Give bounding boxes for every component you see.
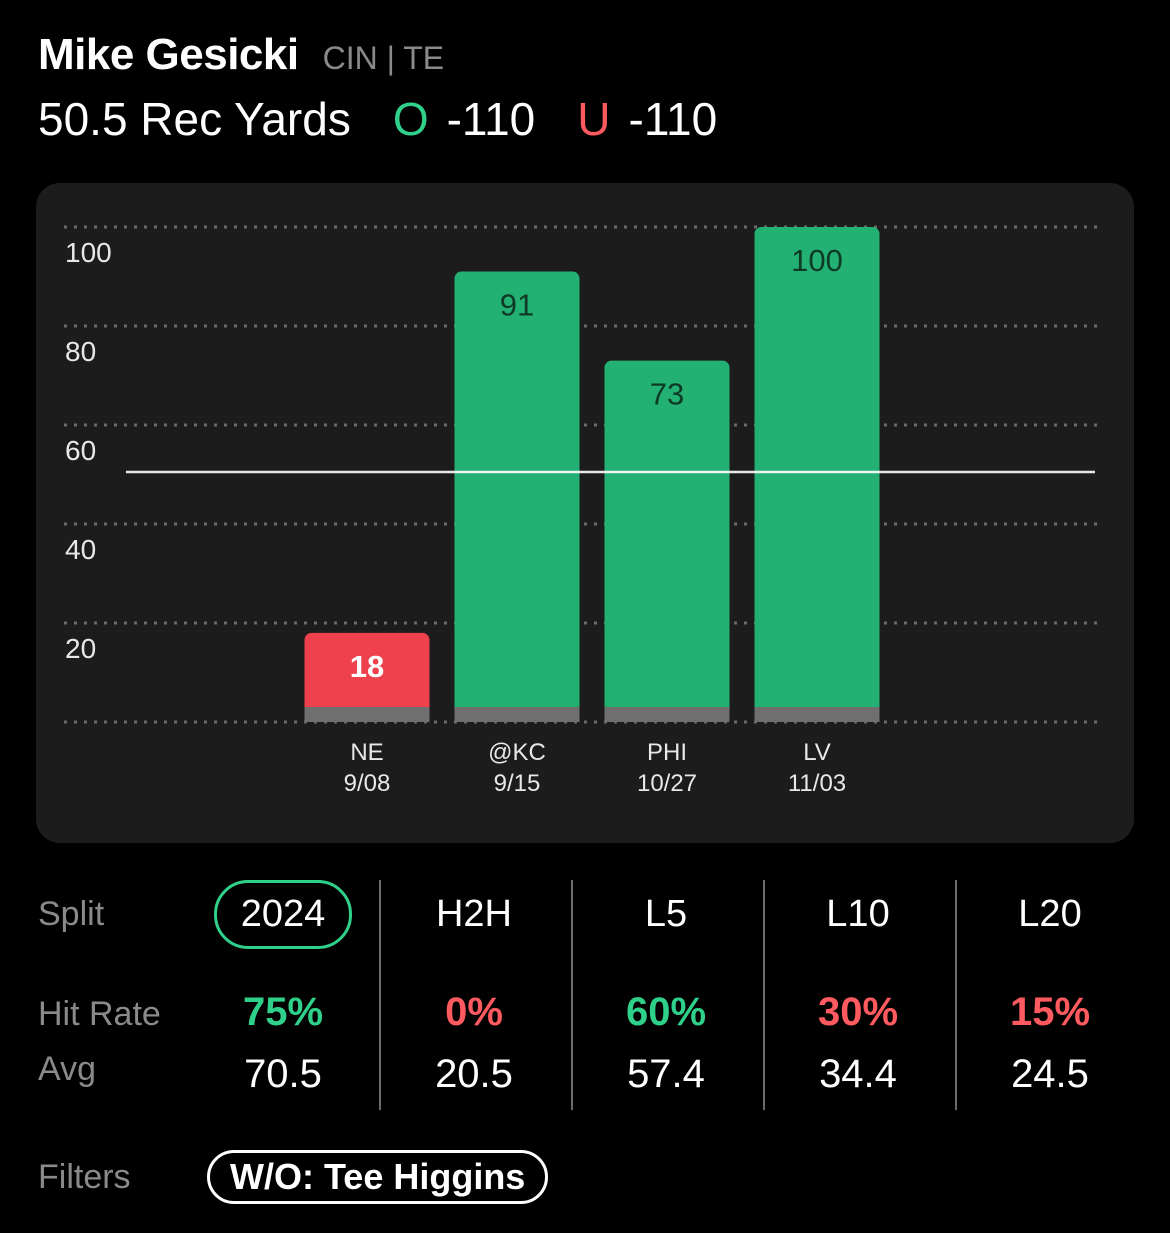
chart-svg: 20 40 60 80 100 18 NE 9/08 91 @KC 9/15 73 PHI 10/27 10… [64,225,1104,797]
y-tick-label: 100 [65,237,112,268]
split-l5[interactable]: L5 [644,893,688,935]
x-category-label: PHI [647,739,687,766]
player-name: Mike Gesicki [38,30,299,79]
avg-l5: 57.4 [627,1052,705,1096]
bar-at-kc [454,271,580,722]
x-date-label: 9/08 [344,770,391,797]
bar-ne [304,632,430,722]
game-log-chart: 20 40 60 80 100 18 NE 9/08 91 @KC 9/15 73 PHI 10/27 10… [36,183,1134,843]
prop-label: 50.5 Rec Yards [38,93,351,145]
column-divider [379,880,381,1110]
filter-chip[interactable]: W/O: Tee Higgins [207,1150,549,1204]
bar-value-label: 18 [350,649,384,684]
bar-value-label: 100 [791,243,843,278]
y-tick-label: 40 [65,534,96,565]
column-divider [571,880,573,1110]
over-odds-button[interactable]: O -110 [393,92,535,146]
hit-rate-l20: 15% [1009,990,1091,1034]
y-tick-label: 20 [65,633,96,664]
under-letter: U [577,93,611,145]
filters-label: Filters [38,1158,131,1196]
split-l10[interactable]: L10 [826,893,890,935]
x-category-label: LV [803,739,831,766]
bar-phi [604,360,730,722]
x-date-label: 9/15 [494,770,541,797]
x-category-label: @KC [488,739,546,766]
hit-rate-2024: 75% [242,990,324,1034]
over-letter: O [392,93,429,145]
x-category-label: NE [350,739,383,766]
bar-base [754,707,880,722]
hit-rate-label: Hit Rate [38,995,161,1033]
split-2024-label: 2024 [213,880,353,949]
avg-h2h: 20.5 [435,1052,513,1096]
bar-base [604,707,730,722]
hit-rate-l10: 30% [817,990,899,1034]
avg-2024: 70.5 [244,1052,322,1096]
prop-line: 50.5 Rec Yards O -110 U -110 [38,92,759,146]
split-h2h[interactable]: H2H [435,893,513,935]
x-date-label: 11/03 [788,770,846,797]
split-label: Split [38,895,105,933]
player-header: Mike Gesicki CIN | TE [38,30,444,80]
bar-base [304,707,430,722]
y-tick-label: 60 [65,435,96,466]
split-2024[interactable]: 2024 [188,880,378,949]
bar-value-label: 73 [650,377,684,412]
hit-rate-h2h: 0% [445,990,503,1034]
avg-l10: 34.4 [819,1052,897,1096]
column-divider [763,880,765,1110]
hit-rate-l5: 60% [625,990,707,1034]
under-odds-button[interactable]: U -110 [577,92,717,146]
player-team-position: CIN | TE [322,40,445,76]
under-odds: -110 [628,93,718,145]
avg-l20: 24.5 [1011,1052,1089,1096]
avg-label: Avg [38,1050,96,1088]
bar-value-label: 91 [500,288,534,323]
bar-base [454,707,580,722]
y-tick-label: 80 [65,336,96,367]
split-l20[interactable]: L20 [1018,893,1082,935]
x-date-label: 10/27 [637,770,697,797]
over-odds: -110 [446,93,536,145]
bar-lv [754,227,880,722]
column-divider [955,880,957,1110]
